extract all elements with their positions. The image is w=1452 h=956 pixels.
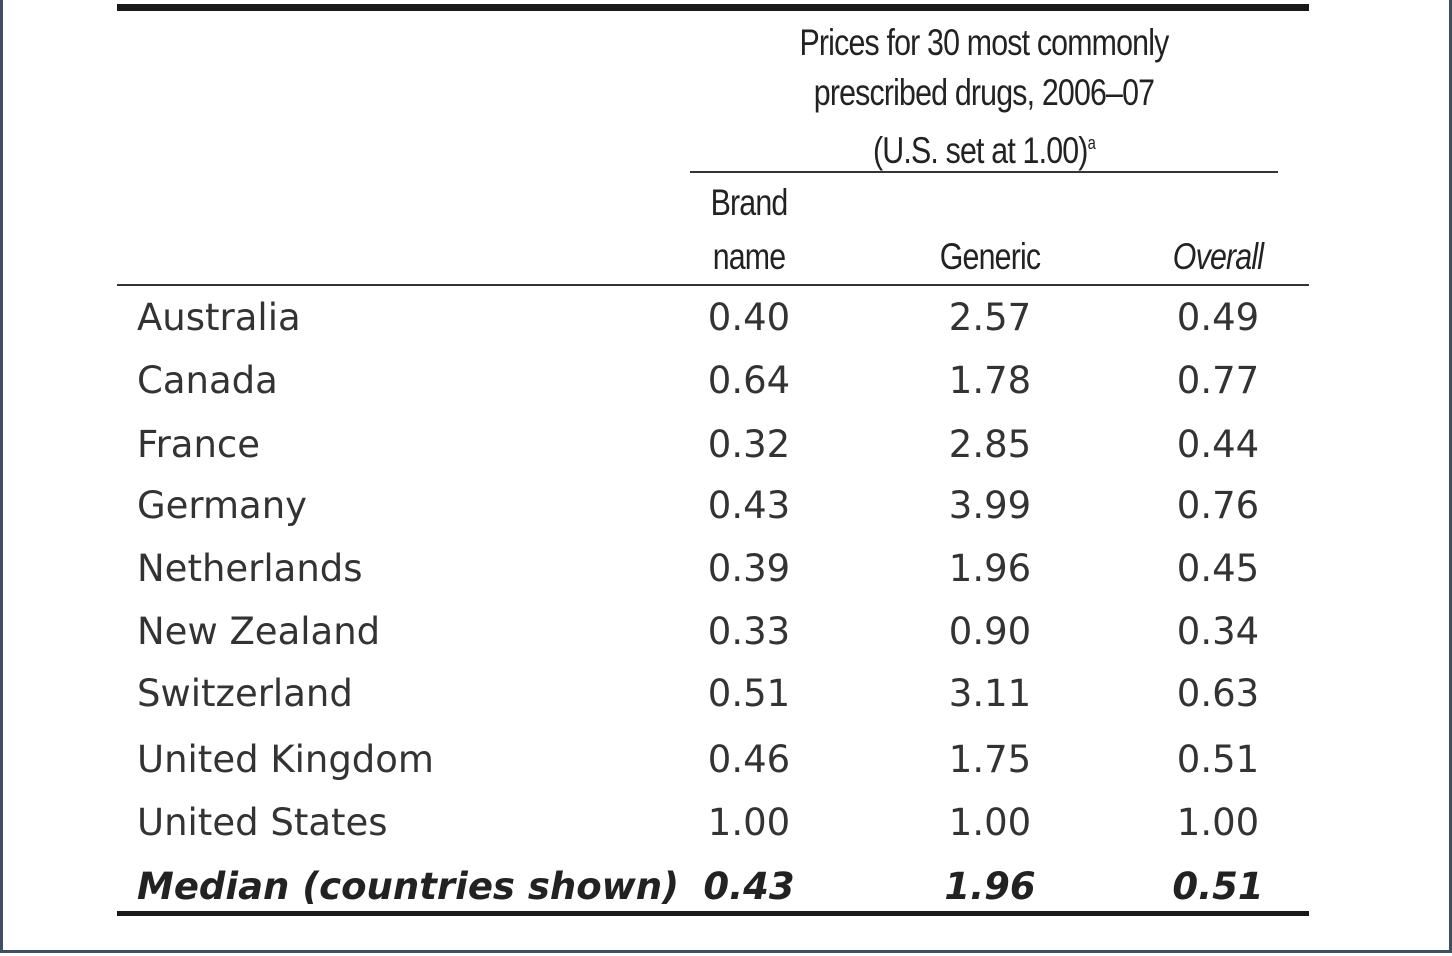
row-brand-value: 0.32 <box>707 423 791 466</box>
column-header-brand-line1: Brand <box>710 182 789 223</box>
row-generic-value: 1.75 <box>948 738 1032 781</box>
row-country: Canada <box>137 359 278 402</box>
row-brand-value: 0.51 <box>707 672 791 715</box>
column-header-overall: Overall <box>1152 230 1283 284</box>
row-brand-value: 0.43 <box>707 484 791 527</box>
column-header-overall-line2: Overall <box>1172 236 1264 277</box>
table-top-rule <box>117 4 1309 11</box>
row-overall-value: 1.00 <box>1176 801 1260 844</box>
row-brand-value: 0.39 <box>707 547 791 590</box>
row-generic-value: 1.78 <box>948 359 1032 402</box>
row-country: Australia <box>137 296 301 339</box>
row-brand-value: 0.64 <box>707 359 791 402</box>
row-overall-value: 0.76 <box>1176 484 1260 527</box>
row-overall-value: 0.45 <box>1176 547 1260 590</box>
row-brand-value: 1.00 <box>707 801 791 844</box>
column-header-generic: Generic <box>924 230 1055 284</box>
column-header-brand-line2: name <box>712 236 786 277</box>
median-brand-value: 0.43 <box>703 865 795 908</box>
row-generic-value: 2.57 <box>948 296 1032 339</box>
row-brand-value: 0.46 <box>707 738 791 781</box>
median-label: Median (countries shown) <box>137 865 680 908</box>
group-header-line-1: Prices for 30 most commonly <box>799 22 1169 63</box>
row-brand-value: 0.40 <box>707 296 791 339</box>
group-header: Prices for 30 most commonly prescribed d… <box>743 18 1225 176</box>
row-generic-value: 0.90 <box>948 610 1032 653</box>
median-generic-value: 1.96 <box>944 865 1036 908</box>
row-generic-value: 3.11 <box>948 672 1032 715</box>
column-header-brand: Brand name <box>683 176 814 284</box>
footnote-marker: a <box>1087 133 1096 153</box>
row-country: United Kingdom <box>137 738 434 781</box>
row-overall-value: 0.77 <box>1176 359 1260 402</box>
row-generic-value: 1.96 <box>948 547 1032 590</box>
row-overall-value: 0.44 <box>1176 423 1260 466</box>
row-generic-value: 3.99 <box>948 484 1032 527</box>
row-overall-value: 0.49 <box>1176 296 1260 339</box>
row-country: Germany <box>137 484 308 527</box>
column-header-generic-line2: Generic <box>939 236 1041 277</box>
row-generic-value: 1.00 <box>948 801 1032 844</box>
group-header-line-3-text: (U.S. set at 1.00) <box>873 130 1088 171</box>
group-header-line-3: (U.S. set at 1.00)a <box>743 118 1225 176</box>
row-overall-value: 0.51 <box>1176 738 1260 781</box>
row-country: Netherlands <box>137 547 363 590</box>
group-header-rule <box>690 171 1278 173</box>
header-rule <box>117 284 1309 286</box>
row-country: United States <box>137 801 388 844</box>
row-brand-value: 0.33 <box>707 610 791 653</box>
row-country: New Zealand <box>137 610 381 653</box>
group-header-line-2: prescribed drugs, 2006–07 <box>813 72 1155 113</box>
median-overall-value: 0.51 <box>1172 865 1264 908</box>
row-overall-value: 0.34 <box>1176 610 1260 653</box>
row-generic-value: 2.85 <box>948 423 1032 466</box>
row-country: France <box>137 423 261 466</box>
table-bottom-rule <box>117 911 1309 916</box>
row-overall-value: 0.63 <box>1176 672 1260 715</box>
row-country: Switzerland <box>137 672 353 715</box>
